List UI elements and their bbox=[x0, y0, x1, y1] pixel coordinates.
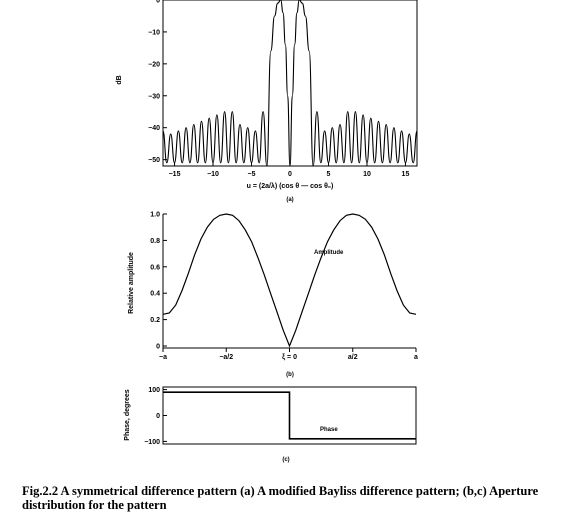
panel-b: 0 0.2 0.4 0.6 0.8 1.0 −a −a/2 ξ = 0 a/2 a Amplitu… bbox=[128, 212, 418, 379]
figure-caption: Fig.2.2 A symmetrical difference pattern… bbox=[22, 484, 539, 512]
panel-a-x-tick-label: −10 bbox=[207, 171, 219, 178]
panel-b-x-tick-label: ξ = 0 bbox=[282, 354, 297, 361]
panel-a-x-axis-label: u = (2a/λ) (cos θ — cos θ₀) bbox=[247, 182, 334, 190]
panel-c-annotation-phase: Phase bbox=[320, 427, 338, 433]
panel-c-phase-line bbox=[163, 391, 416, 440]
panel-b-amplitude-line bbox=[162, 213, 417, 348]
panel-c-y-tick-label: −100 bbox=[144, 439, 160, 446]
panel-a-y-tick-label: 0 bbox=[156, 0, 160, 5]
panel-b-y-tick-label: 1.0 bbox=[150, 212, 160, 219]
panel-b-y-tick-label: 0.8 bbox=[150, 238, 160, 245]
panel-a-x-tick-label: 10 bbox=[363, 171, 371, 178]
panel-b-x-ticks: −a −a/2 ξ = 0 a/2 a bbox=[159, 348, 418, 361]
panel-a-x-tick-label: 5 bbox=[327, 171, 331, 178]
panel-b-x-tick-label: −a/2 bbox=[219, 354, 233, 361]
panel-b-x-tick-label: a bbox=[414, 354, 418, 361]
panel-b-y-tick-label: 0.2 bbox=[150, 317, 160, 324]
panel-a-pattern-line bbox=[162, 0, 418, 167]
panel-a: 0−10−20−30−40−50 −15 −10 −5 0 5 10 15 dB u = (… bbox=[116, 0, 418, 203]
panel-c: 100 0 −100 Phase Phase, degrees (c) bbox=[124, 386, 417, 463]
panel-b-annotation-amplitude: Amplitude bbox=[314, 250, 344, 256]
panel-a-y-tick-label: −50 bbox=[148, 157, 160, 164]
panel-b-x-tick-label: a/2 bbox=[348, 354, 358, 361]
panel-b-y-tick-label: 0.6 bbox=[150, 264, 160, 271]
panel-c-y-tick-label: 100 bbox=[148, 387, 160, 394]
panel-c-label: (c) bbox=[282, 457, 289, 463]
panel-a-x-tick-label: −5 bbox=[248, 171, 256, 178]
panel-a-x-tick-label: −15 bbox=[169, 171, 181, 178]
panel-b-y-tick-label: 0 bbox=[156, 344, 160, 351]
panel-b-x-tick-label: −a bbox=[159, 354, 167, 361]
panel-a-label: (a) bbox=[286, 197, 293, 203]
panel-b-y-axis-label: Relative amplitude bbox=[128, 252, 135, 314]
panel-a-x-tick-label: 15 bbox=[402, 171, 410, 178]
panel-b-y-ticks: 0 0.2 0.4 0.6 0.8 1.0 bbox=[150, 212, 167, 351]
panel-c-y-ticks: 100 0 −100 bbox=[144, 387, 167, 446]
panel-c-y-axis-label: Phase, degrees bbox=[124, 389, 131, 440]
panel-a-y-tick-label: −20 bbox=[148, 61, 160, 68]
panel-a-y-tick-label: −30 bbox=[148, 93, 160, 100]
panel-a-y-axis-label: dB bbox=[116, 75, 123, 84]
panel-b-y-tick-label: 0.4 bbox=[150, 291, 160, 298]
panel-a-plot-frame bbox=[162, 0, 418, 167]
panel-a-x-ticks: −15 −10 −5 0 5 10 15 bbox=[169, 162, 410, 178]
panel-b-label: (b) bbox=[286, 372, 294, 378]
panel-a-y-tick-label: −10 bbox=[148, 29, 160, 36]
panel-a-x-tick-label: 0 bbox=[288, 171, 292, 178]
panel-a-y-tick-label: −40 bbox=[148, 125, 160, 132]
figure: 0−10−20−30−40−50 −15 −10 −5 0 5 10 15 dB u = (… bbox=[116, 0, 418, 463]
panel-c-y-tick-label: 0 bbox=[156, 413, 160, 420]
panel-a-y-ticks: 0 −10 −20 −30 −40 −50 bbox=[148, 0, 167, 164]
